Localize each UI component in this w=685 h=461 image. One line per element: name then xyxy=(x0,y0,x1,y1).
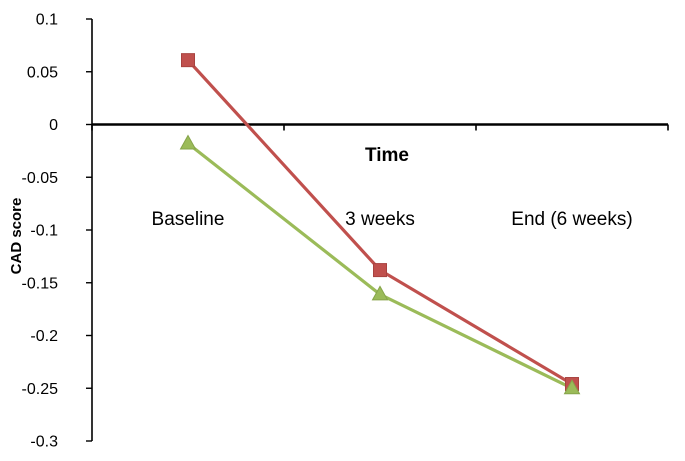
y-axis: 0.1 0.05 0 -0.05 -0.1 -0.15 -0.2 -0.25 -0.3 xyxy=(22,12,93,451)
y-axis-title: CAD score xyxy=(8,198,25,275)
y-tick-label: -0.3 xyxy=(30,434,58,451)
x-category-label: 3 weeks xyxy=(345,209,415,230)
y-tick-label: 0.05 xyxy=(27,64,58,81)
y-tick-label: -0.1 xyxy=(30,223,58,240)
y-tick-label: -0.2 xyxy=(30,328,58,345)
series-2-point xyxy=(563,379,581,395)
series-1-point xyxy=(181,53,195,68)
series-layer xyxy=(179,53,581,395)
y-tick-label: 0 xyxy=(49,117,58,134)
series-2-point xyxy=(179,134,197,150)
x-category-label: Baseline xyxy=(152,209,225,230)
series-2-point xyxy=(371,285,389,301)
y-tick-label: -0.15 xyxy=(22,275,59,292)
y-tick-label: 0.1 xyxy=(36,12,58,29)
series-1-point xyxy=(373,263,387,278)
x-axis-title: Time xyxy=(365,145,409,166)
x-axis: Baseline 3 weeks End (6 weeks) xyxy=(91,123,669,230)
y-tick-label: -0.05 xyxy=(22,170,59,187)
y-tick-label: -0.25 xyxy=(22,381,59,398)
x-category-label: End (6 weeks) xyxy=(511,209,632,230)
